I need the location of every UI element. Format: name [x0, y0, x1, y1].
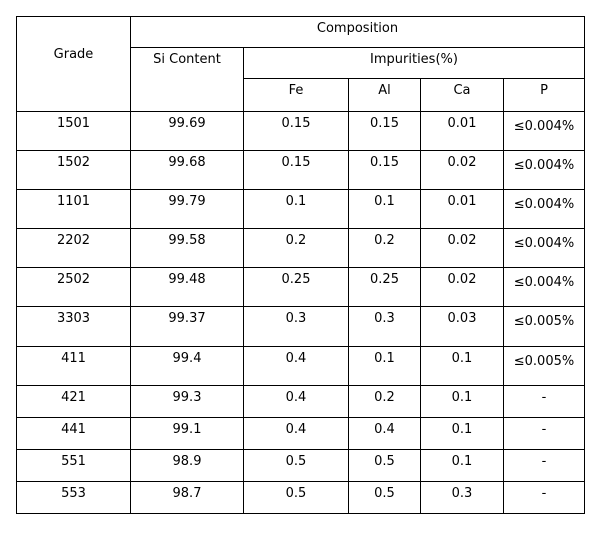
- table-cell: 99.68: [130, 150, 244, 190]
- header-row: Grade Composition: [16, 16, 585, 112]
- table-cell: 0.01: [420, 111, 504, 151]
- table-cell: 0.1: [420, 346, 504, 386]
- table-cell: ≤0.004%: [503, 267, 585, 307]
- table-cell: ≤0.004%: [503, 111, 585, 151]
- table-cell: 0.1: [348, 189, 421, 229]
- table-cell: 99.3: [130, 385, 244, 418]
- table-row: 1502 99.68 0.15 0.15 0.02 ≤0.004%: [16, 150, 585, 190]
- table-cell: 0.4: [243, 385, 349, 418]
- table-cell: 0.25: [243, 267, 349, 307]
- table-row: 2502 99.48 0.25 0.25 0.02 ≤0.004%: [16, 267, 585, 307]
- table-cell: 0.2: [348, 385, 421, 418]
- table-cell: 0.02: [420, 267, 504, 307]
- table-cell: 553: [16, 481, 131, 514]
- table-cell: 0.1: [420, 417, 504, 450]
- table-cell: 99.4: [130, 346, 244, 386]
- table-cell: 99.37: [130, 306, 244, 347]
- table-cell: 0.5: [348, 481, 421, 514]
- table-cell: 0.15: [243, 111, 349, 151]
- table-row: 553 98.7 0.5 0.5 0.3-: [16, 481, 585, 514]
- header-row: Si Content Impurities(%): [17, 47, 585, 112]
- table-cell: 0.4: [243, 417, 349, 450]
- table-cell: ≤0.005%: [503, 306, 585, 347]
- table-cell: 0.03: [420, 306, 504, 347]
- table-cell: 0.1: [348, 346, 421, 386]
- table-cell: 3303: [16, 306, 131, 347]
- table-cell: 411: [16, 346, 131, 386]
- table-cell: 0.1: [243, 189, 349, 229]
- table-cell: 99.79: [130, 189, 244, 229]
- table-cell: 0.02: [420, 150, 504, 190]
- table-cell: 0.5: [348, 449, 421, 482]
- table-cell: 0.25: [348, 267, 421, 307]
- table-cell: 1101: [16, 189, 131, 229]
- table-cell: 99.58: [130, 228, 244, 268]
- table-cell: 2202: [16, 228, 131, 268]
- table-cell: 0.3: [348, 306, 421, 347]
- table-cell: 0.4: [348, 417, 421, 450]
- table-row: 411 99.4 0.4 0.1 0.1 ≤0.005%: [16, 346, 585, 386]
- table-row: 551 98.9 0.5 0.5 0.1-: [16, 449, 585, 482]
- table-cell: 0.15: [348, 111, 421, 151]
- table-row: 421 99.3 0.4 0.2 0.1-: [16, 385, 585, 418]
- table-cell: 1501: [16, 111, 131, 151]
- header-cell: Composition: [130, 16, 585, 48]
- header-cell: Ca: [420, 78, 504, 112]
- table-cell: 99.1: [130, 417, 244, 450]
- header-cell: Grade: [16, 16, 131, 112]
- table-cell: 0.2: [243, 228, 349, 268]
- table-cell: -: [503, 385, 585, 418]
- table-cell: ≤0.005%: [503, 346, 585, 386]
- table-cell: 0.5: [243, 449, 349, 482]
- table-body: Grade Composition Si Content Impurities(…: [16, 16, 585, 514]
- table-cell: -: [503, 417, 585, 450]
- table-cell: 0.02: [420, 228, 504, 268]
- table-row: 1101 99.79 0.1 0.1 0.01 ≤0.004%: [16, 189, 585, 229]
- table-cell: 0.2: [348, 228, 421, 268]
- header-cell: Al: [348, 78, 421, 112]
- table-cell: 441: [16, 417, 131, 450]
- table-cell: -: [503, 481, 585, 514]
- table-row: 3303 99.37 0.3 0.3 0.03 ≤0.005%: [16, 306, 585, 347]
- table-cell: 421: [16, 385, 131, 418]
- table-cell: 0.15: [348, 150, 421, 190]
- composition-table: Grade Composition Si Content Impurities(…: [16, 16, 585, 514]
- table-row: 441 99.1 0.4 0.4 0.1-: [16, 417, 585, 450]
- table-cell: 99.69: [130, 111, 244, 151]
- table-cell: 1502: [16, 150, 131, 190]
- table-cell: -: [503, 449, 585, 482]
- table-cell: ≤0.004%: [503, 189, 585, 229]
- table-cell: 0.3: [243, 306, 349, 347]
- table-cell: 98.9: [130, 449, 244, 482]
- table-row: 2202 99.58 0.2 0.2 0.02 ≤0.004%: [16, 228, 585, 268]
- table-cell: 0.15: [243, 150, 349, 190]
- table-cell: 0.3: [420, 481, 504, 514]
- table-cell: 0.01: [420, 189, 504, 229]
- table-row: 1501 99.69 0.15 0.15 0.01 ≤0.004%: [16, 111, 585, 151]
- header-cell: P: [503, 78, 585, 112]
- table-cell: 98.7: [130, 481, 244, 514]
- table-cell: 2502: [16, 267, 131, 307]
- table-cell: 0.5: [243, 481, 349, 514]
- header-row: Fe Al Ca P: [17, 78, 585, 112]
- table-cell: ≤0.004%: [503, 150, 585, 190]
- table-cell: 551: [16, 449, 131, 482]
- table-cell: 0.1: [420, 449, 504, 482]
- header-cell: Fe: [243, 78, 349, 112]
- table-cell: 0.1: [420, 385, 504, 418]
- table-cell: ≤0.004%: [503, 228, 585, 268]
- table-cell: 0.4: [243, 346, 349, 386]
- table-cell: 99.48: [130, 267, 244, 307]
- header-cell: Impurities(%): [243, 47, 585, 79]
- header-cell: Si Content: [130, 47, 244, 112]
